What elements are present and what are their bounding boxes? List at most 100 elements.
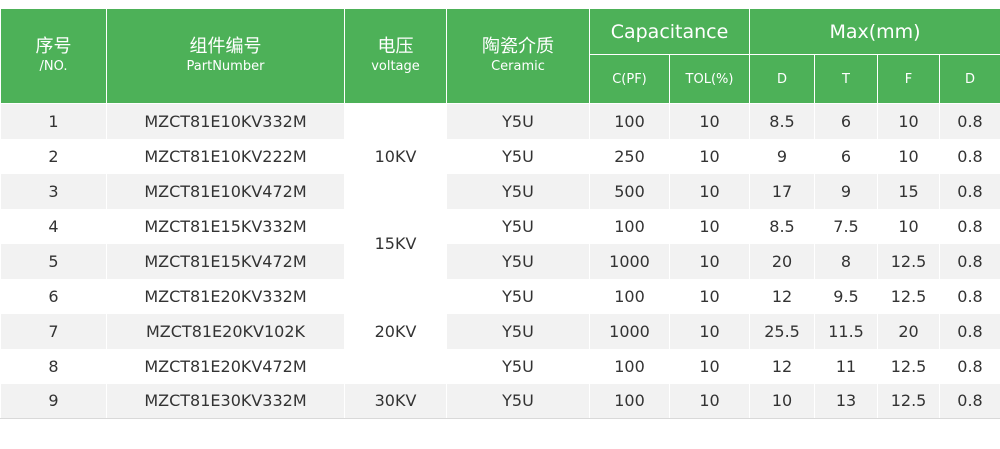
cell-t: 11	[815, 349, 878, 384]
header-tol: TOL(%)	[670, 55, 750, 104]
header-max: Max(mm)	[750, 9, 1000, 55]
cell-d2: 0.8	[940, 174, 1000, 209]
header-t: T	[815, 55, 878, 104]
header-voltage-en: voltage	[345, 58, 446, 76]
cell-no: 5	[1, 244, 107, 279]
header-d2: D	[940, 55, 1000, 104]
cell-d: 10	[750, 384, 815, 419]
header-part: 组件编号 PartNumber	[107, 9, 345, 104]
cell-part: MZCT81E20KV332M	[107, 279, 345, 314]
cell-d2: 0.8	[940, 349, 1000, 384]
table-row: 7 MZCT81E20KV102K Y5U 1000 10 25.5 11.5 …	[1, 314, 1000, 349]
cell-no: 2	[1, 139, 107, 174]
cell-cpf: 250	[590, 139, 670, 174]
cell-part: MZCT81E30KV332M	[107, 384, 345, 419]
table-row: 8 MZCT81E20KV472M Y5U 100 10 12 11 12.5 …	[1, 349, 1000, 384]
spec-table: 序号 /NO. 组件编号 PartNumber 电压 voltage 陶瓷介质 …	[0, 8, 1000, 419]
cell-f: 12.5	[878, 384, 940, 419]
cell-d: 17	[750, 174, 815, 209]
cell-ceramic: Y5U	[447, 279, 590, 314]
table-row: 4 MZCT81E15KV332M 15KV Y5U 100 10 8.5 7.…	[1, 209, 1000, 244]
cell-part: MZCT81E10KV472M	[107, 174, 345, 209]
cell-no: 9	[1, 384, 107, 419]
cell-cpf: 1000	[590, 244, 670, 279]
cell-f: 20	[878, 314, 940, 349]
cell-no: 3	[1, 174, 107, 209]
header-ceramic-en: Ceramic	[447, 58, 589, 76]
cell-part: MZCT81E20KV102K	[107, 314, 345, 349]
table-row: 6 MZCT81E20KV332M 20KV Y5U 100 10 12 9.5…	[1, 279, 1000, 314]
header-d: D	[750, 55, 815, 104]
cell-t: 11.5	[815, 314, 878, 349]
cell-cpf: 100	[590, 104, 670, 139]
cell-t: 6	[815, 104, 878, 139]
cell-ceramic: Y5U	[447, 349, 590, 384]
cell-tol: 10	[670, 174, 750, 209]
cell-d2: 0.8	[940, 244, 1000, 279]
cell-f: 12.5	[878, 244, 940, 279]
cell-d2: 0.8	[940, 104, 1000, 139]
cell-t: 6	[815, 139, 878, 174]
header-no: 序号 /NO.	[1, 9, 107, 104]
cell-no: 1	[1, 104, 107, 139]
cell-d2: 0.8	[940, 209, 1000, 244]
cell-voltage: 20KV	[345, 279, 447, 384]
cell-d: 20	[750, 244, 815, 279]
cell-voltage: 30KV	[345, 384, 447, 419]
cell-tol: 10	[670, 279, 750, 314]
cell-no: 4	[1, 209, 107, 244]
table-row: 2 MZCT81E10KV222M Y5U 250 10 9 6 10 0.8	[1, 139, 1000, 174]
header-f: F	[878, 55, 940, 104]
cell-f: 10	[878, 139, 940, 174]
cell-f: 10	[878, 209, 940, 244]
cell-cpf: 100	[590, 384, 670, 419]
table-row: 9 MZCT81E30KV332M 30KV Y5U 100 10 10 13 …	[1, 384, 1000, 419]
cell-t: 9	[815, 174, 878, 209]
cell-part: MZCT81E20KV472M	[107, 349, 345, 384]
cell-cpf: 1000	[590, 314, 670, 349]
cell-t: 7.5	[815, 209, 878, 244]
table-row: 1 MZCT81E10KV332M 10KV Y5U 100 10 8.5 6 …	[1, 104, 1000, 139]
cell-tol: 10	[670, 209, 750, 244]
cell-d: 12	[750, 349, 815, 384]
cell-t: 9.5	[815, 279, 878, 314]
cell-ceramic: Y5U	[447, 174, 590, 209]
table-header: 序号 /NO. 组件编号 PartNumber 电压 voltage 陶瓷介质 …	[1, 9, 1000, 104]
header-no-zh: 序号	[1, 36, 106, 58]
table-row: 5 MZCT81E15KV472M Y5U 1000 10 20 8 12.5 …	[1, 244, 1000, 279]
cell-cpf: 100	[590, 349, 670, 384]
cell-f: 10	[878, 104, 940, 139]
table-row: 3 MZCT81E10KV472M Y5U 500 10 17 9 15 0.8	[1, 174, 1000, 209]
cell-d: 8.5	[750, 209, 815, 244]
cell-no: 7	[1, 314, 107, 349]
cell-d: 25.5	[750, 314, 815, 349]
cell-no: 6	[1, 279, 107, 314]
cell-no: 8	[1, 349, 107, 384]
cell-ceramic: Y5U	[447, 384, 590, 419]
cell-tol: 10	[670, 384, 750, 419]
cell-tol: 10	[670, 139, 750, 174]
cell-d: 8.5	[750, 104, 815, 139]
cell-d2: 0.8	[940, 384, 1000, 419]
cell-t: 8	[815, 244, 878, 279]
table-body: 1 MZCT81E10KV332M 10KV Y5U 100 10 8.5 6 …	[1, 104, 1000, 419]
cell-voltage: 15KV	[345, 209, 447, 279]
header-cpf: C(PF)	[590, 55, 670, 104]
cell-d2: 0.8	[940, 279, 1000, 314]
cell-ceramic: Y5U	[447, 314, 590, 349]
cell-part: MZCT81E10KV222M	[107, 139, 345, 174]
cell-ceramic: Y5U	[447, 244, 590, 279]
header-voltage: 电压 voltage	[345, 9, 447, 104]
cell-tol: 10	[670, 314, 750, 349]
cell-cpf: 100	[590, 209, 670, 244]
cell-d2: 0.8	[940, 314, 1000, 349]
cell-tol: 10	[670, 104, 750, 139]
cell-f: 15	[878, 174, 940, 209]
cell-cpf: 100	[590, 279, 670, 314]
header-ceramic-zh: 陶瓷介质	[447, 36, 589, 58]
cell-voltage: 10KV	[345, 104, 447, 209]
cell-cpf: 500	[590, 174, 670, 209]
cell-part: MZCT81E15KV332M	[107, 209, 345, 244]
cell-d: 9	[750, 139, 815, 174]
header-voltage-zh: 电压	[345, 36, 446, 58]
